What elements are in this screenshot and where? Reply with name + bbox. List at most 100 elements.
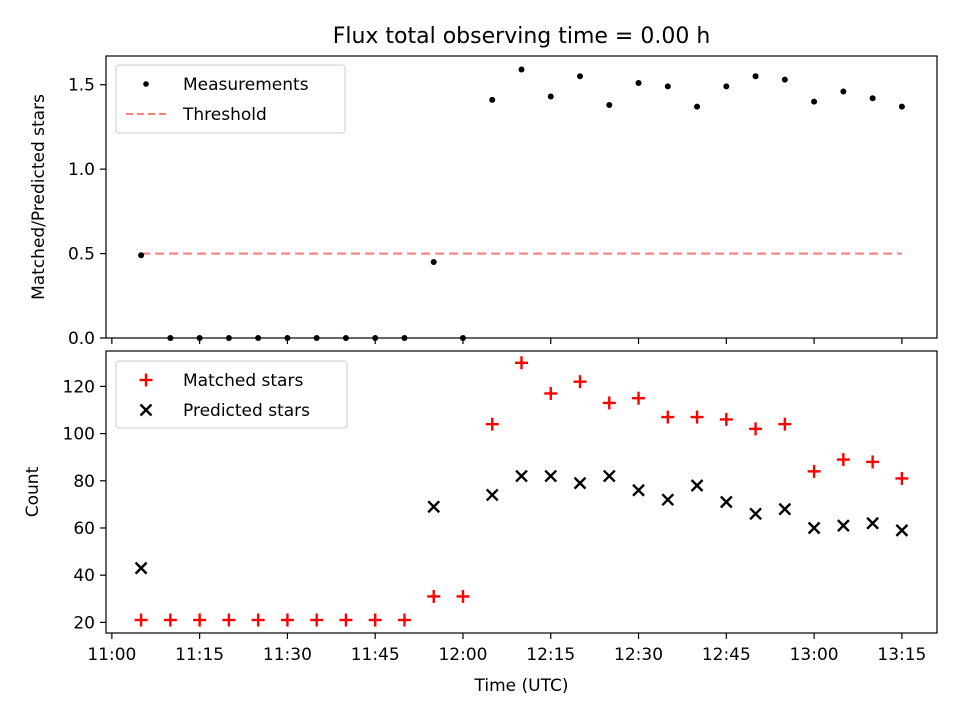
predicted-star-point	[427, 500, 441, 514]
legend-matched-marker	[139, 373, 153, 387]
legend-measurements-label: Measurements	[183, 75, 309, 95]
bottom-axes-frame	[105, 350, 938, 634]
bottom-plot-marks	[134, 356, 909, 627]
x-tick-label: 12:30	[614, 645, 663, 665]
predicted-star-point	[690, 479, 704, 492]
chart-title: Flux total observing time = 0.00 h	[333, 24, 711, 49]
matched-star-point	[602, 396, 616, 410]
matched-star-point	[544, 386, 558, 400]
matched-star-point	[690, 410, 704, 424]
top-panel: 0.0 0.5 1.0 1.5 Matched/Predicted stars Mea…	[29, 55, 938, 349]
x-tick-label: 12:45	[702, 645, 751, 665]
measurement-point	[811, 98, 818, 105]
x-tick-label: 11:45	[351, 645, 400, 665]
bottom-y-ticks: 20 40 60 80 100 120	[63, 377, 106, 633]
bottom-legend: Matched stars Predicted stars	[115, 360, 348, 429]
matched-star-point	[134, 613, 148, 627]
top-legend: Measurements Threshold	[115, 64, 346, 134]
matched-star-point	[573, 375, 587, 389]
legend-threshold-label: Threshold	[182, 105, 267, 125]
matched-star-point	[807, 464, 821, 478]
legend-measurements-marker	[143, 81, 149, 87]
predicted-star-point	[544, 469, 558, 483]
matched-star-point	[632, 391, 646, 405]
matched-star-point	[895, 471, 909, 485]
y-tick-label: 0.5	[68, 245, 95, 265]
measurement-point	[547, 93, 554, 100]
bottom-y-axis-label: Count	[23, 466, 43, 517]
y-tick-label: 120	[63, 377, 95, 397]
top-x-ticks	[111, 338, 903, 344]
top-legend-box	[115, 64, 346, 134]
measurement-point	[840, 88, 847, 95]
bottom-legend-box	[115, 360, 348, 429]
x-tick-label: 13:00	[790, 645, 839, 665]
legend-predicted-label: Predicted stars	[183, 401, 310, 421]
predicted-star-point	[837, 519, 850, 532]
predicted-star-point	[866, 516, 879, 530]
matched-star-point	[397, 613, 411, 627]
matched-star-point	[222, 613, 236, 627]
x-tick-label: 12:00	[438, 645, 487, 665]
legend-predicted-marker	[139, 403, 153, 417]
measurement-point	[664, 83, 671, 90]
y-tick-label: 60	[73, 519, 95, 539]
x-tick-label: 11:30	[263, 645, 312, 665]
matched-star-point	[749, 422, 763, 436]
predicted-star-point	[895, 523, 909, 537]
y-tick-label: 0.0	[68, 329, 95, 349]
matched-star-point	[193, 613, 207, 627]
predicted-star-point	[573, 476, 587, 490]
measurement-point	[606, 101, 613, 108]
measurement-point	[694, 103, 701, 110]
y-tick-label: 80	[73, 472, 95, 492]
matched-star-point	[661, 410, 675, 424]
matched-star-point	[719, 412, 733, 426]
y-tick-label: 100	[63, 425, 95, 445]
matched-star-point	[515, 356, 528, 370]
top-y-ticks: 0.0 0.5 1.0 1.5	[68, 76, 106, 349]
matched-star-point	[836, 453, 850, 467]
bottom-panel: 20 40 60 80 100 120 11:00 11:15 11:30 11:45 12:00…	[23, 350, 938, 696]
predicted-star-point	[749, 507, 762, 521]
top-y-axis-label: Matched/Predicted stars	[29, 94, 49, 300]
measurement-point	[723, 83, 730, 90]
legend-matched-label: Matched stars	[183, 371, 303, 391]
measurement-point	[869, 95, 876, 102]
predicted-star-point	[134, 561, 148, 575]
matched-star-point	[427, 589, 441, 603]
predicted-star-point	[719, 495, 733, 509]
matched-star-point	[778, 417, 792, 431]
y-tick-label: 40	[73, 566, 95, 586]
y-tick-label: 1.5	[68, 76, 95, 96]
measurement-point	[752, 73, 759, 80]
predicted-star-point	[602, 469, 616, 483]
bottom-x-ticks: 11:00 11:15 11:30 11:45 12:00 12:15 12:30 12:45…	[87, 633, 926, 665]
matched-star-point	[339, 613, 353, 627]
measurement-point	[781, 76, 788, 83]
x-tick-label: 11:00	[87, 645, 136, 665]
x-tick-label: 13:15	[877, 645, 926, 665]
y-tick-label: 1.0	[68, 160, 95, 180]
matched-star-point	[310, 613, 324, 627]
top-axes-frame	[105, 55, 938, 339]
matched-star-point	[485, 417, 499, 431]
predicted-star-point	[515, 469, 528, 483]
measurement-point	[138, 252, 145, 259]
x-axis-label: Time (UTC)	[474, 676, 569, 696]
predicted-star-point	[778, 502, 792, 516]
predicted-star-point	[632, 483, 645, 497]
predicted-star-point	[807, 521, 821, 535]
measurement-point	[898, 103, 905, 110]
measurement-point	[635, 80, 642, 87]
measurement-point	[430, 259, 437, 266]
predicted-star-point	[485, 488, 499, 502]
measurement-point	[577, 73, 584, 80]
x-tick-label: 11:15	[175, 645, 224, 665]
measurement-point	[489, 96, 496, 103]
matched-star-point	[280, 613, 294, 627]
matched-star-point	[163, 613, 177, 627]
x-tick-label: 12:15	[526, 645, 575, 665]
y-tick-label: 20	[73, 613, 95, 633]
